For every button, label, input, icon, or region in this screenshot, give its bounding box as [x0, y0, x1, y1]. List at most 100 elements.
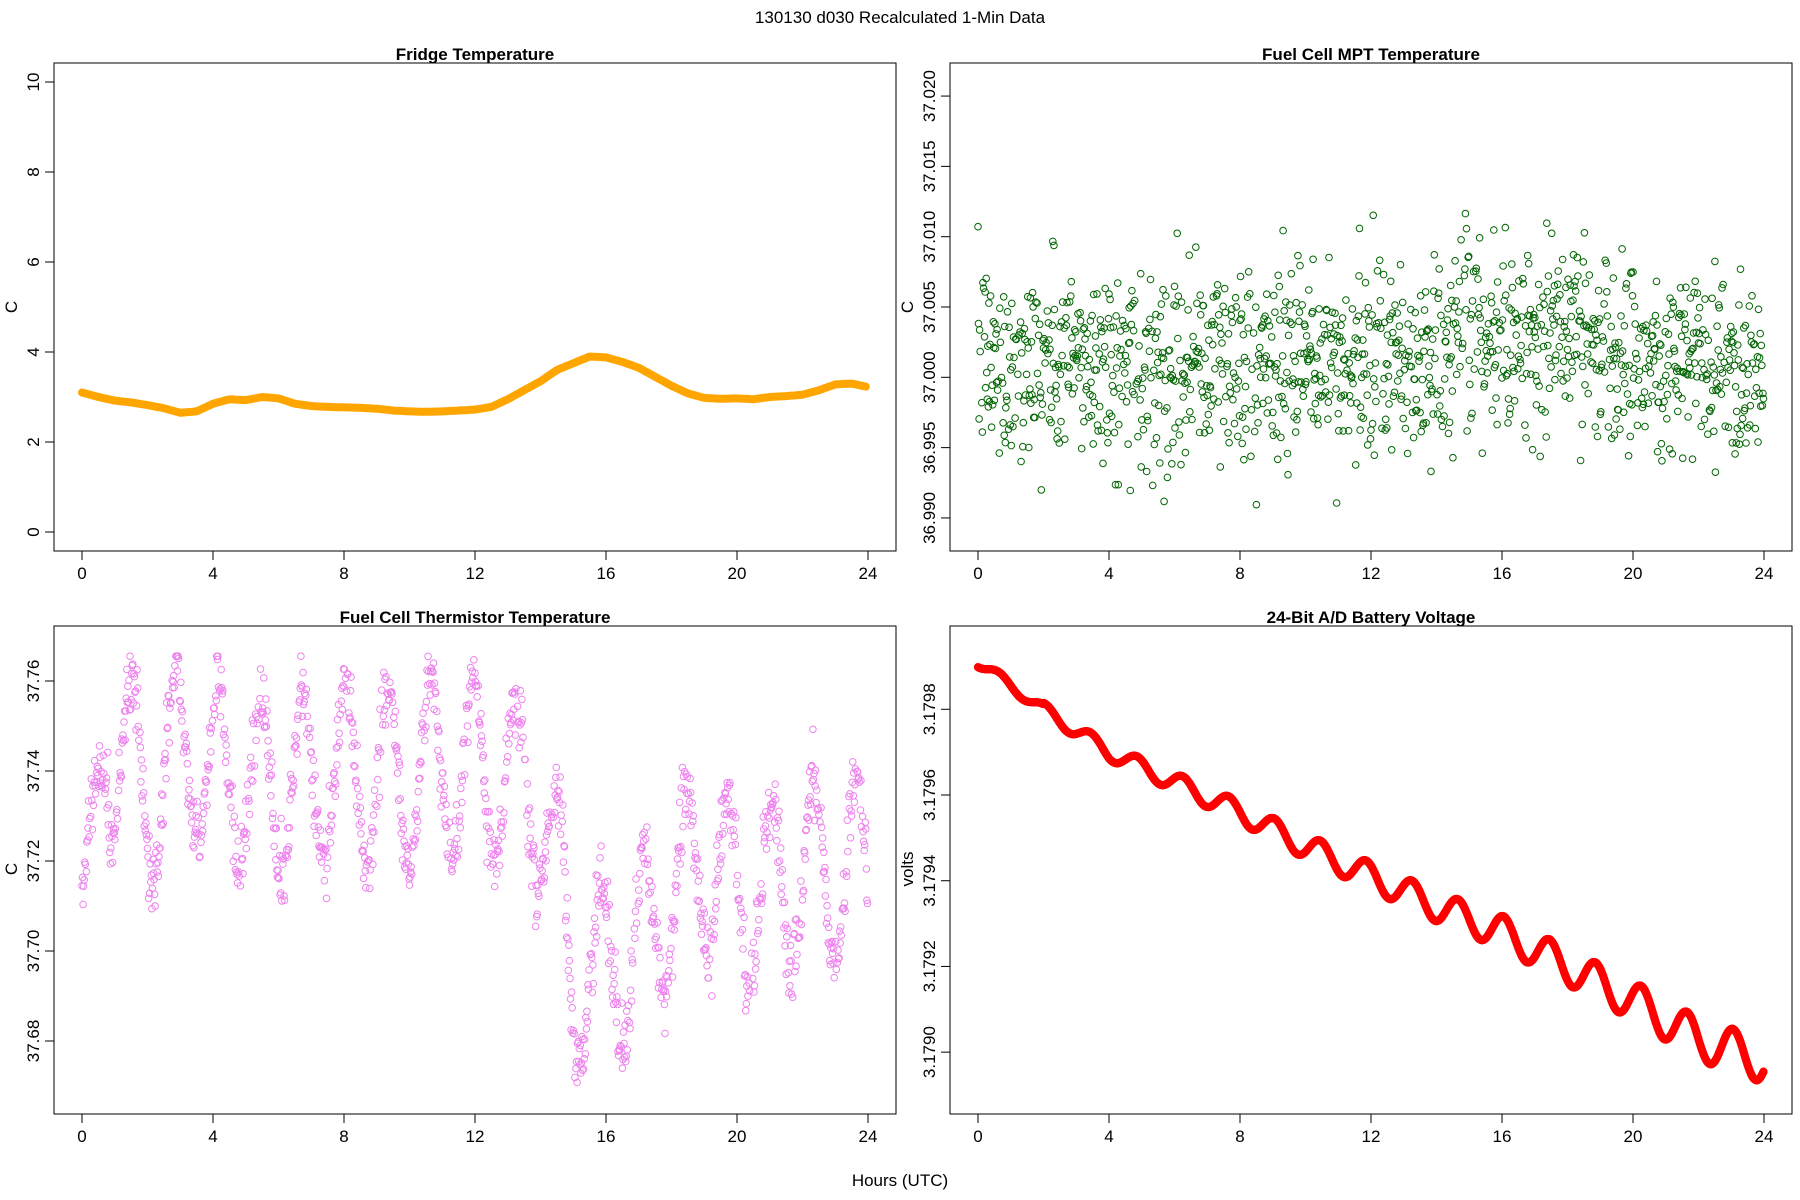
data-point [1732, 407, 1741, 416]
data-point [719, 821, 728, 830]
data-point [1073, 352, 1082, 360]
data-point [203, 801, 211, 810]
data-point [603, 903, 611, 911]
data-point [1583, 350, 1592, 358]
data-point [1695, 303, 1704, 312]
data-point [1333, 369, 1342, 377]
data-point [1314, 391, 1323, 400]
data-point [1528, 445, 1537, 454]
data-point [234, 837, 242, 845]
data-point [1123, 357, 1131, 366]
data-point [218, 690, 227, 698]
data-point [113, 815, 122, 823]
data-point [379, 720, 387, 729]
data-point [1027, 338, 1036, 346]
x-tick-label: 20 [728, 1127, 747, 1146]
data-point [695, 897, 704, 906]
x-tick-label: 0 [973, 1127, 982, 1146]
y-tick-label: 10 [24, 73, 43, 92]
data-point [858, 812, 867, 821]
data-point [816, 818, 824, 826]
data-point [661, 1029, 669, 1038]
data-point [660, 985, 668, 994]
data-point [998, 379, 1007, 387]
data-point [1322, 305, 1330, 314]
data-point [199, 802, 207, 811]
data-point [688, 799, 697, 807]
data-point [353, 741, 361, 750]
data-point [1283, 368, 1291, 377]
data-point [1204, 410, 1213, 419]
data-point [430, 679, 439, 688]
data-point [786, 982, 794, 990]
data-point [1334, 409, 1343, 418]
data-point [649, 912, 658, 921]
data-point [1704, 430, 1712, 439]
data-point [782, 933, 791, 941]
data-point [155, 852, 163, 861]
plot-frame [53, 62, 897, 552]
data-point [1332, 499, 1341, 507]
data-point [1674, 407, 1682, 416]
data-point [1130, 390, 1138, 399]
data-point [1375, 256, 1384, 265]
data-point [1124, 339, 1133, 348]
data-point [1207, 402, 1215, 410]
x-tick-label: 4 [208, 564, 217, 583]
data-point [1176, 356, 1184, 365]
data-point [1305, 355, 1314, 364]
data-point [1093, 290, 1101, 298]
data-point [1185, 251, 1193, 259]
data-point [822, 875, 830, 884]
data-point [1635, 334, 1643, 342]
data-point [1532, 371, 1540, 380]
data-point [710, 930, 718, 939]
data-point [456, 823, 465, 832]
data-point [540, 878, 548, 886]
data-point [126, 705, 135, 714]
data-point [1244, 324, 1252, 332]
data-point [311, 771, 319, 780]
data-point [365, 856, 373, 864]
data-point [1421, 333, 1429, 341]
data-point [1035, 381, 1043, 389]
data-point [1739, 364, 1748, 373]
data-point [1073, 356, 1081, 365]
data-point [821, 863, 829, 872]
data-point [287, 788, 295, 797]
data-point [985, 299, 993, 307]
data-point [1518, 274, 1527, 283]
data-point [1676, 367, 1684, 376]
x-tick-label: 20 [1624, 1127, 1643, 1146]
data-point [1044, 319, 1053, 327]
data-point [167, 698, 175, 707]
data-point [437, 803, 446, 811]
data-point [221, 758, 230, 767]
data-point [410, 837, 419, 845]
data-point [1284, 470, 1292, 479]
data-point [397, 811, 405, 820]
data-point [1413, 334, 1422, 343]
data-point [393, 769, 402, 777]
data-point [1412, 395, 1421, 404]
data-point [1717, 390, 1726, 398]
data-point [259, 709, 268, 717]
data-point [1094, 427, 1102, 435]
data-point [89, 801, 98, 810]
data-point [594, 872, 602, 880]
data-point [119, 731, 127, 739]
data-point [821, 892, 830, 900]
data-point [1349, 379, 1357, 388]
data-point [1549, 296, 1558, 305]
data-point [988, 401, 997, 409]
data-point [305, 733, 314, 742]
data-point [777, 890, 786, 899]
data-point [1003, 308, 1012, 316]
data-point [388, 690, 396, 698]
data-point [1058, 351, 1066, 360]
data-point [711, 905, 720, 913]
data-point [201, 788, 209, 796]
data-point [1332, 385, 1340, 393]
data-point [835, 954, 843, 962]
data-point [279, 860, 287, 868]
